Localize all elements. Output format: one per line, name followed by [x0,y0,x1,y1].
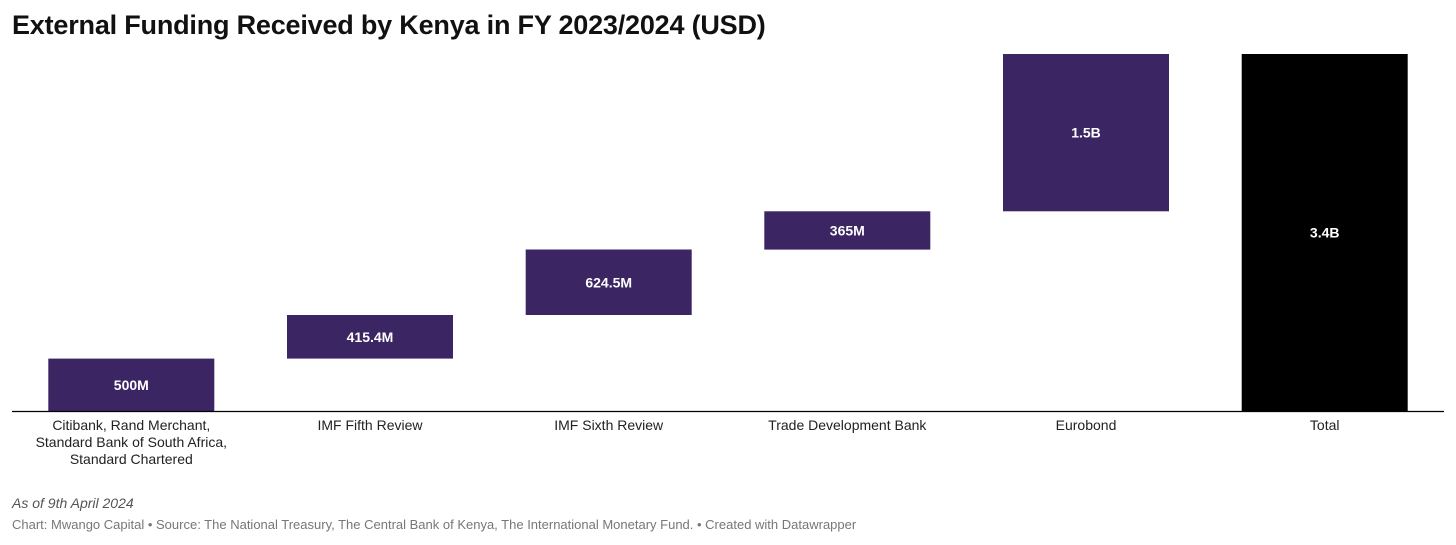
source-credit: Chart: Mwango Capital • Source: The Nati… [12,517,857,532]
category-label-1: IMF Fifth Review [317,417,423,433]
as-of-note: As of 9th April 2024 [12,495,134,511]
category-label-line: Trade Development Bank [768,417,927,433]
bar-5 [1241,54,1408,411]
category-label-2: IMF Sixth Review [554,417,664,433]
category-label-5: Total [1310,417,1340,433]
bar-value-label-0: 500M [114,377,149,393]
category-label-line: Total [1310,417,1340,433]
bars-group: 500M 415.4M 624.5M 365M 1.5B 3.4B [48,54,1408,411]
category-label-line: Standard Bank of South Africa, [36,434,227,450]
bar-0 [48,358,215,411]
category-label-line: Eurobond [1056,417,1117,433]
category-label-3: Trade Development Bank [768,417,927,433]
waterfall-chart: 500M 415.4M 624.5M 365M 1.5B 3.4B Citibank, R… [12,54,1444,467]
bar-value-label-3: 365M [830,222,865,238]
bar-1 [287,315,453,359]
bar-value-label-1: 415.4M [347,329,394,345]
category-labels-group: Citibank, Rand Merchant, Standard Bank of… [36,417,1340,467]
category-label-line: IMF Sixth Review [554,417,664,433]
category-label-line: IMF Fifth Review [317,417,423,433]
chart-title: External Funding Received by Kenya in FY… [12,10,766,40]
bar-3 [764,211,931,250]
category-label-line: Standard Chartered [70,451,193,467]
bar-2 [525,249,692,315]
category-label-4: Eurobond [1056,417,1117,433]
bar-4 [1003,54,1169,212]
bar-value-label-5: 3.4B [1310,225,1340,241]
category-label-line: Citibank, Rand Merchant, [52,417,210,433]
category-label-0: Citibank, Rand Merchant, Standard Bank of… [36,417,227,467]
bar-value-label-4: 1.5B [1071,125,1101,141]
bar-value-label-2: 624.5M [585,274,632,290]
